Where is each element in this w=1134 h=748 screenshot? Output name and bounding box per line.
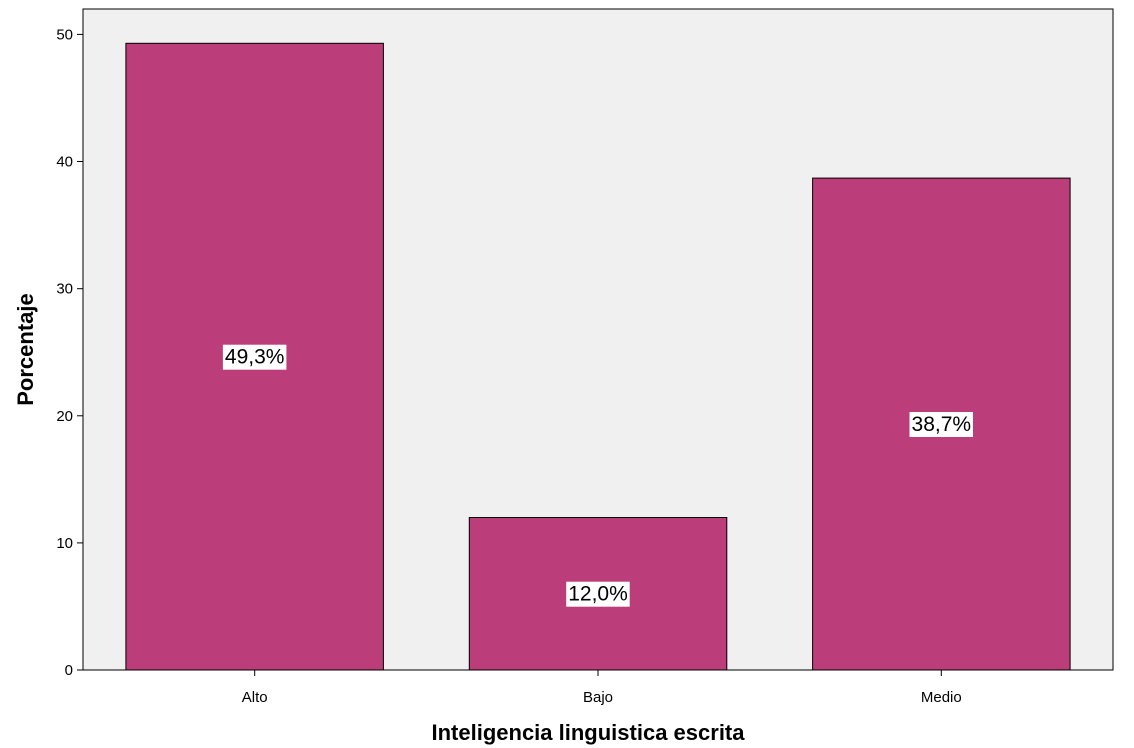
y-tick-label-0: 0: [65, 662, 73, 679]
x-tick-label-alto: Alto: [242, 689, 268, 706]
y-tick-label-50: 50: [56, 26, 73, 43]
data-labels-layer: 49,3% 12,0% 38,7%: [222, 344, 973, 607]
data-label-text: 49,3%: [225, 346, 285, 369]
x-tick-label-medio: Medio: [921, 689, 962, 706]
y-tick-label-10: 10: [56, 535, 73, 552]
data-label-box: [222, 344, 287, 370]
y-tick-label-30: 30: [56, 281, 73, 298]
data-label-text: 38,7%: [912, 413, 972, 436]
data-label-text: 12,0%: [568, 583, 628, 606]
data-label-bajo: 12,0%: [566, 581, 630, 607]
data-label-box: [566, 581, 630, 607]
y-tick-label-40: 40: [56, 154, 73, 171]
y-axis-title: Porcentaje: [13, 293, 38, 406]
data-label-alto: 49,3%: [222, 344, 287, 370]
axes-layer: Alto Bajo Medio 0 10 20 30 40 50: [56, 26, 961, 706]
x-tick-label-bajo: Bajo: [583, 689, 613, 706]
y-tick-label-20: 20: [56, 408, 73, 425]
data-label-medio: 38,7%: [909, 412, 973, 437]
x-axis-title: Inteligencia linguistica escrita: [432, 720, 746, 745]
data-label-box: [909, 412, 973, 437]
